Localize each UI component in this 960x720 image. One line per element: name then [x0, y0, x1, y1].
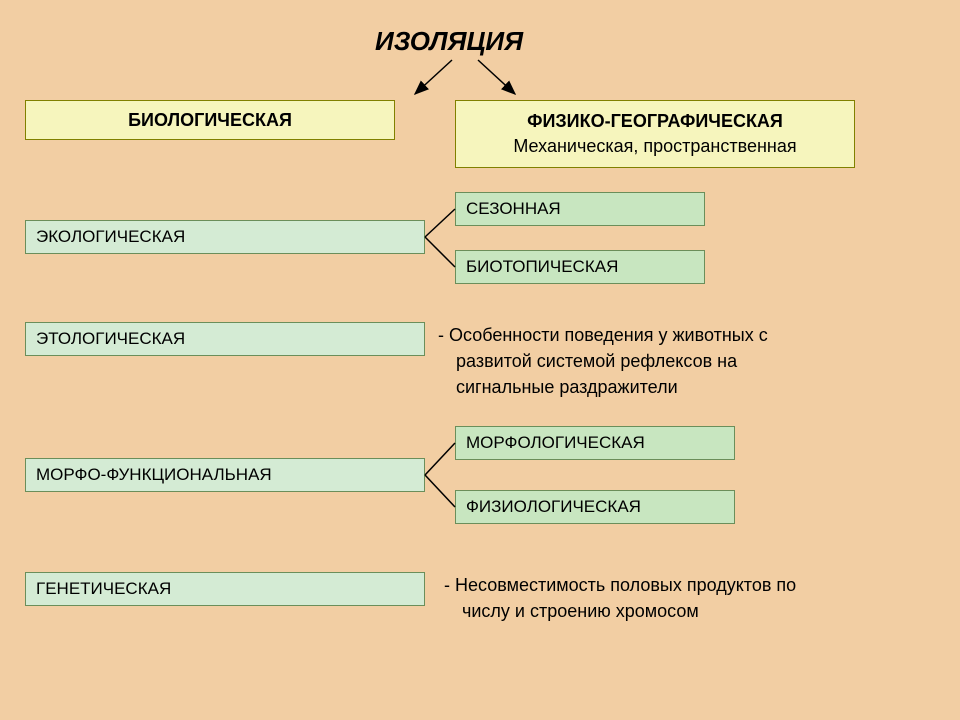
diagram-title: ИЗОЛЯЦИЯ	[375, 26, 523, 57]
box-morphological-label: МОРФОЛОГИЧЕСКАЯ	[466, 433, 645, 453]
box-morphofunc-label: МОРФО-ФУНКЦИОНАЛЬНАЯ	[36, 465, 272, 485]
box-physgeo-label: ФИЗИКО-ГЕОГРАФИЧЕСКАЯ	[527, 111, 783, 132]
box-ethological-label: ЭТОЛОГИЧЕСКАЯ	[36, 329, 185, 349]
diagram-canvas: ИЗОЛЯЦИЯ БИОЛОГИЧЕСКАЯ ФИЗИКО-ГЕОГРАФИЧЕ…	[0, 0, 960, 720]
box-ecological-label: ЭКОЛОГИЧЕСКАЯ	[36, 227, 185, 247]
box-biological-label: БИОЛОГИЧЕСКАЯ	[128, 110, 292, 131]
box-biological: БИОЛОГИЧЕСКАЯ	[25, 100, 395, 140]
box-biotopic: БИОТОПИЧЕСКАЯ	[455, 250, 705, 284]
box-morphofunc: МОРФО-ФУНКЦИОНАЛЬНАЯ	[25, 458, 425, 492]
box-ethological: ЭТОЛОГИЧЕСКАЯ	[25, 322, 425, 356]
box-morphological: МОРФОЛОГИЧЕСКАЯ	[455, 426, 735, 460]
desc-genetic: - Несовместимость половых продуктов почи…	[444, 572, 796, 624]
box-seasonal: СЕЗОННАЯ	[455, 192, 705, 226]
box-physiological-label: ФИЗИОЛОГИЧЕСКАЯ	[466, 497, 641, 517]
box-genetic-label: ГЕНЕТИЧЕСКАЯ	[36, 579, 171, 599]
desc-ethological: - Особенности поведения у животных сразв…	[438, 322, 768, 400]
box-genetic: ГЕНЕТИЧЕСКАЯ	[25, 572, 425, 606]
box-ecological: ЭКОЛОГИЧЕСКАЯ	[25, 220, 425, 254]
box-biotopic-label: БИОТОПИЧЕСКАЯ	[466, 257, 618, 277]
box-seasonal-label: СЕЗОННАЯ	[466, 199, 561, 219]
box-physgeo-sub: Механическая, пространственная	[513, 136, 796, 157]
box-physiological: ФИЗИОЛОГИЧЕСКАЯ	[455, 490, 735, 524]
box-physgeo: ФИЗИКО-ГЕОГРАФИЧЕСКАЯ Механическая, прос…	[455, 100, 855, 168]
